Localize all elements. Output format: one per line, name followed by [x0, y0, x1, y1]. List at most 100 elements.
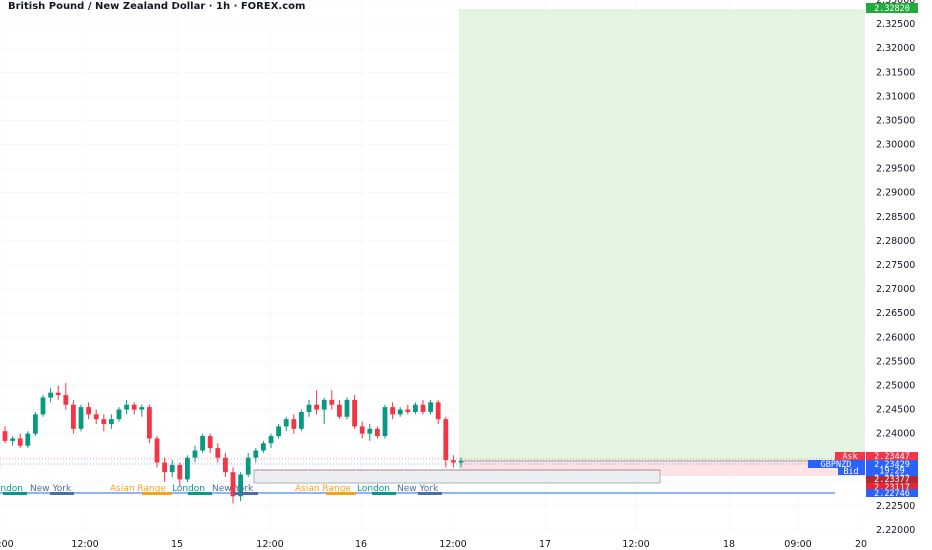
candle-body [375, 428, 380, 437]
candle-body [390, 407, 395, 415]
session-labels: London New York Asian Range London New Y… [0, 484, 439, 494]
candle-body [367, 428, 373, 434]
x-tick-label: 12:00 [439, 539, 466, 550]
red-value-tag-1 [866, 476, 918, 483]
candle-body [124, 404, 129, 410]
candle-body [48, 392, 53, 398]
y-tick-label: 2.30000 [876, 140, 915, 151]
candle-body [162, 462, 167, 473]
target-zone[interactable] [459, 9, 865, 461]
session-bar-newyork-3 [418, 492, 442, 495]
y-tick-label: 2.29500 [876, 164, 915, 175]
x-tick-label: 09:00 [784, 539, 811, 550]
candle-body [215, 448, 221, 458]
candle-body [299, 411, 304, 429]
ask-value-tag [866, 452, 918, 460]
level-value-tag [866, 489, 918, 497]
x-tick-label: 16 [355, 539, 367, 550]
candle-body [458, 461, 464, 463]
candle-body [25, 433, 31, 446]
session-bars [3, 492, 442, 495]
candle-body [344, 399, 350, 417]
candle-body [169, 464, 175, 473]
candle-body [306, 404, 312, 412]
candle-body [443, 419, 449, 461]
y-tick-label: 2.26500 [876, 308, 915, 319]
y-tick-label: 2.31000 [876, 91, 915, 102]
symbol-label-text: GBPNZD [821, 460, 852, 470]
candle-body [397, 409, 403, 415]
candle-body [451, 460, 456, 463]
candle-body [359, 426, 365, 434]
candle-body [238, 474, 243, 497]
y-tick-label: 2.27500 [876, 260, 915, 271]
red-value-tag-2 [866, 483, 918, 491]
candle-body [101, 419, 107, 424]
candle-body [63, 395, 69, 405]
candle-body [192, 450, 198, 458]
price-tags: 2.32820 Ask 2.23447 GBPNZD 2.23429 19:29… [808, 3, 918, 499]
candle-body [131, 404, 137, 410]
time-axis[interactable]: 03:00 12:00 15 12:00 16 12:00 17 12:00 18 09:00 20 [0, 539, 867, 550]
y-tick-label: 2.31500 [876, 67, 915, 78]
y-tick-label: 2.30500 [876, 115, 915, 126]
ask-value-text: 2.23447 [874, 452, 910, 462]
candle-body [314, 404, 319, 410]
candle-body [337, 404, 342, 417]
session-label-newyork-1: New York [30, 484, 72, 494]
candle-body [200, 436, 205, 451]
session-bar-asian-3 [326, 492, 356, 495]
x-tick-label: 12:00 [256, 539, 283, 550]
y-tick-label: 2.25500 [876, 356, 915, 367]
session-label-london-3: London [357, 484, 390, 494]
candle-body [78, 407, 84, 429]
range-box[interactable] [253, 469, 661, 484]
x-tick-label: 17 [539, 539, 551, 550]
candle-body [329, 399, 335, 405]
countdown-tag [866, 468, 918, 474]
candle-body [261, 443, 266, 451]
symbol-label-tag [808, 460, 865, 468]
session-bar-london-3 [372, 492, 396, 495]
y-tick-label: 2.24500 [876, 405, 915, 416]
candle-body [207, 436, 213, 449]
y-tick-label: 2.22500 [876, 501, 915, 512]
session-label-newyork-2: New York [212, 484, 254, 494]
y-tick-label: 2.28500 [876, 212, 915, 223]
candle-body [185, 457, 190, 480]
candle-body [17, 438, 23, 446]
price-axis[interactable]: 2.330002.325002.320002.315002.310002.305… [876, 0, 915, 536]
y-tick-label: 2.32500 [876, 19, 915, 30]
candle-body [230, 472, 236, 497]
candle-body [86, 407, 91, 415]
session-label-london-2: London [172, 484, 205, 494]
candle-body [268, 436, 274, 444]
bid-label-tag [838, 467, 865, 475]
x-tick-label: 12:00 [622, 539, 649, 550]
target-price-text: 2.32820 [874, 4, 910, 14]
session-bar-newyork-1 [50, 492, 74, 495]
candle-body [147, 407, 152, 439]
ask-label-tag [835, 452, 865, 460]
candle-body [405, 409, 411, 412]
chart-title: British Pound / New Zealand Dollar · 1h … [8, 1, 306, 12]
y-tick-label: 2.29000 [876, 188, 915, 199]
candles [2, 383, 464, 504]
x-tick-label: 12:00 [71, 539, 98, 550]
y-tick-label: 2.24000 [876, 429, 915, 440]
candle-body [154, 438, 160, 463]
candle-body [33, 414, 38, 434]
session-bar-london-1 [3, 492, 27, 495]
candle-body [93, 414, 99, 420]
symbol-value-tag [866, 460, 918, 468]
session-bar-asian-2 [142, 492, 172, 495]
candle-body [283, 419, 289, 427]
candle-body [109, 419, 114, 424]
symbol-value-text: 2.23429 [874, 460, 910, 470]
y-tick-label: 2.25000 [876, 380, 915, 391]
level-value-text: 2.22746 [874, 489, 910, 499]
candle-body [435, 402, 441, 420]
candle-body [382, 407, 388, 437]
y-tick-label: 2.22000 [876, 525, 915, 536]
